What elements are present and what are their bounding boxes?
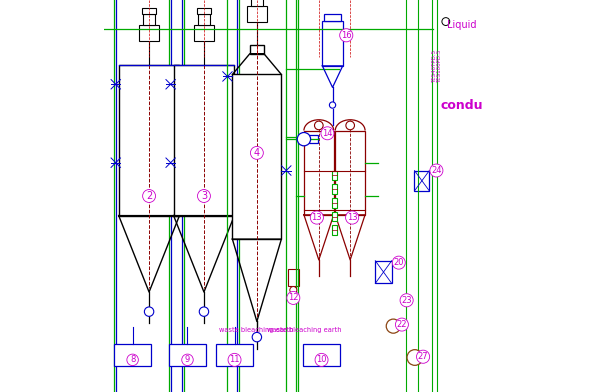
Circle shape [290,287,297,294]
Circle shape [297,132,311,146]
Bar [303,344,340,366]
Bar [250,45,264,54]
Bar [169,344,206,366]
Bar [308,135,319,143]
Text: 3: 3 [201,191,207,201]
Bar [194,25,214,41]
Text: condu: condu [440,99,483,113]
Bar [143,14,155,25]
Circle shape [199,307,209,316]
Bar [232,74,281,239]
Text: 24: 24 [431,166,442,175]
Text: 2: 2 [146,191,152,201]
Bar [332,171,337,180]
Bar [324,14,341,21]
Text: TES40TPD.5: TES40TPD.5 [432,50,437,83]
Text: waste bleaching earth: waste bleaching earth [219,327,293,333]
Text: 14: 14 [322,129,332,138]
Text: 13: 13 [311,213,322,222]
Text: 9: 9 [185,356,190,364]
Text: Liquid: Liquid [447,20,476,31]
Text: 20: 20 [394,258,404,267]
Circle shape [252,332,262,342]
Bar [288,269,299,286]
Text: 13: 13 [347,213,358,222]
Bar [332,198,337,208]
Bar [216,344,253,366]
Bar [322,21,343,66]
Text: 22: 22 [397,320,407,329]
Bar [304,131,334,215]
Text: TES100PD.5: TES100PD.5 [437,50,442,83]
Bar [114,344,151,366]
Text: 16: 16 [341,31,352,40]
Bar [139,25,159,41]
Bar [173,65,235,216]
Bar [335,131,365,215]
Text: 23: 23 [401,296,412,305]
Circle shape [314,121,323,130]
Bar [332,212,337,221]
Text: waste bleaching earth: waste bleaching earth [266,327,341,333]
Circle shape [442,18,450,25]
Bar [415,171,430,191]
Text: 10: 10 [316,356,327,364]
Circle shape [346,121,355,130]
Circle shape [329,102,335,108]
Circle shape [145,307,154,316]
Bar [375,261,392,283]
Text: 27: 27 [418,352,428,361]
Circle shape [407,350,422,365]
Bar [142,8,156,14]
Text: 4: 4 [254,148,260,158]
Bar [332,184,337,194]
Bar [332,225,337,235]
Text: 8: 8 [130,356,136,364]
Bar [247,6,266,22]
Bar [198,14,210,25]
Text: 12: 12 [288,294,299,302]
Bar [197,8,211,14]
Text: 11: 11 [229,356,240,364]
Bar [119,65,179,216]
Circle shape [386,319,400,333]
Bar [251,0,263,6]
